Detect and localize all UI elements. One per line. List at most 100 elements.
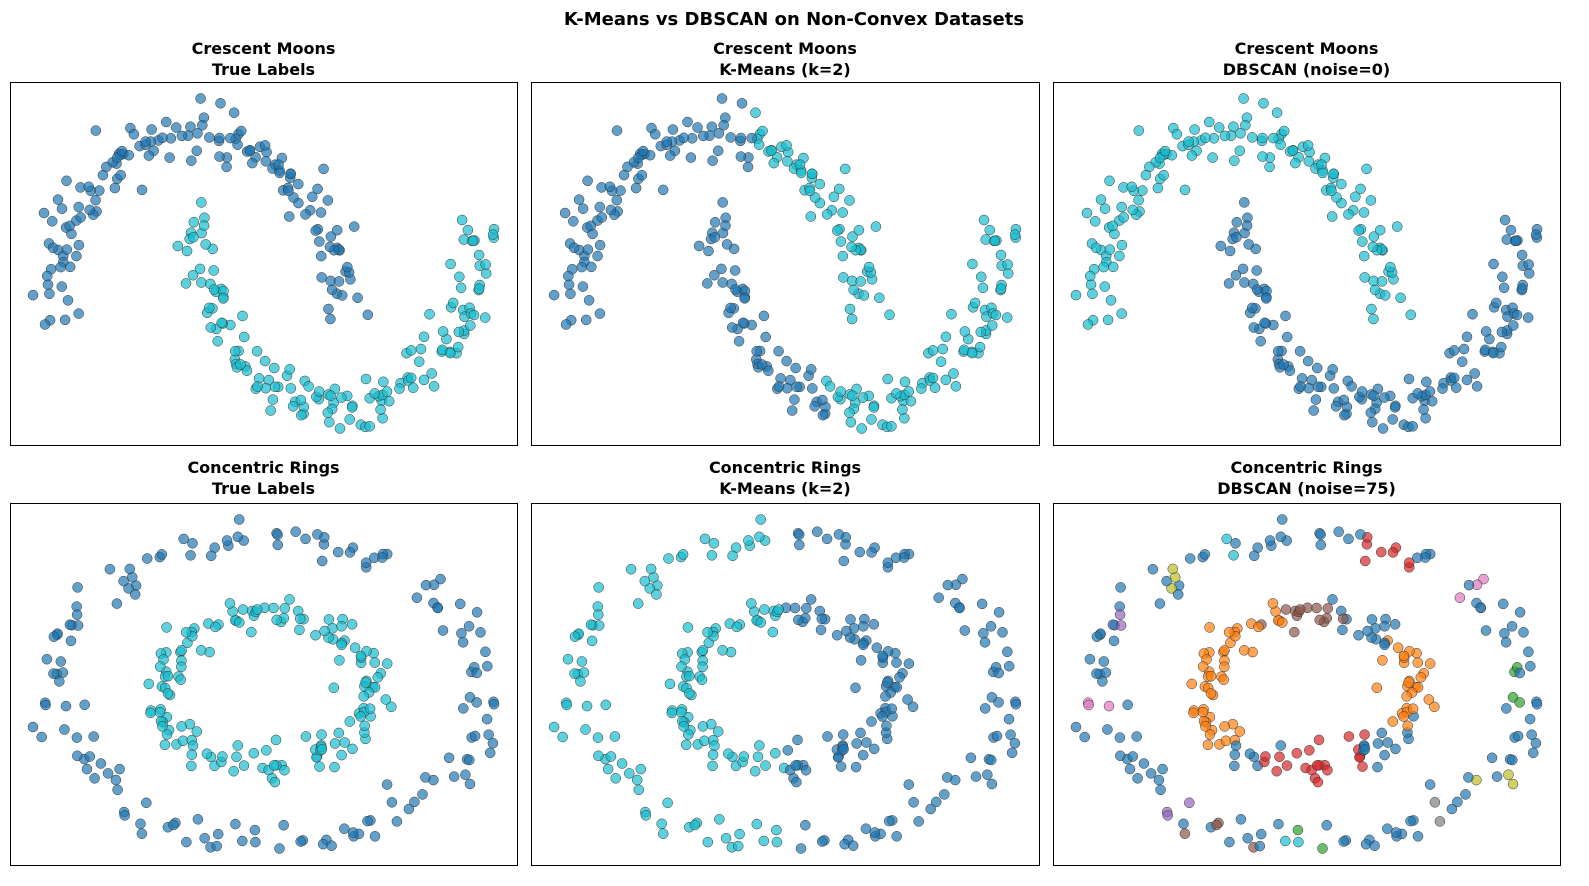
- scatter-point: [1084, 653, 1096, 665]
- scatter-point: [858, 639, 869, 651]
- scatter-point: [1382, 823, 1393, 834]
- scatter-point: [428, 381, 440, 392]
- scatter-point: [241, 365, 253, 376]
- scatter-point: [456, 628, 467, 639]
- scatter-point: [903, 386, 915, 397]
- scatter-point: [71, 250, 82, 262]
- scatter-point: [1326, 185, 1337, 197]
- scatter-point: [1002, 646, 1013, 658]
- scatter-point: [1103, 700, 1115, 712]
- scatter-point: [1486, 752, 1498, 764]
- scatter-point: [1218, 674, 1229, 685]
- scatter-point: [48, 668, 59, 679]
- scatter-point: [1423, 694, 1435, 705]
- scatter-point: [1204, 622, 1215, 633]
- scatter-point: [882, 677, 893, 688]
- scatter-point: [57, 667, 69, 678]
- scatter-point: [635, 763, 647, 775]
- subplot-title-line2: K-Means (k=2): [719, 60, 851, 79]
- scatter-point: [195, 93, 206, 104]
- scatter-point: [755, 514, 766, 525]
- scatter-point: [204, 132, 215, 143]
- scatter-point: [707, 155, 718, 166]
- scatter-point: [866, 414, 877, 425]
- scatter-point: [835, 761, 847, 772]
- scatter-point: [1480, 625, 1492, 636]
- scatter-point: [1147, 563, 1159, 575]
- scatter-point: [39, 319, 51, 330]
- scatter-point: [709, 740, 720, 751]
- scatter-point: [1488, 258, 1499, 270]
- scatter-point: [855, 655, 867, 666]
- scatter-point: [743, 535, 754, 546]
- scatter-point: [676, 661, 687, 672]
- scatter-point: [229, 345, 241, 357]
- scatter-point: [329, 738, 341, 749]
- scatter-point: [995, 249, 1007, 261]
- scatter-point: [837, 729, 849, 740]
- scatter-point: [1463, 772, 1474, 783]
- scatter-point: [1231, 216, 1243, 228]
- scatter-point: [706, 550, 718, 561]
- scatter-point: [667, 124, 679, 135]
- scatter-point: [1328, 168, 1339, 180]
- scatter-point: [716, 263, 727, 275]
- scatter-point: [1338, 394, 1350, 406]
- scatter-point: [279, 603, 291, 614]
- scatter-point: [699, 533, 711, 545]
- scatter-point: [837, 207, 848, 218]
- scatter-point: [116, 145, 128, 157]
- scatter-point: [995, 283, 1007, 294]
- scatter-point: [347, 827, 359, 838]
- scatter-point: [1405, 309, 1417, 321]
- scatter-point: [177, 735, 189, 747]
- scatter-point: [637, 145, 649, 157]
- scatter-point: [639, 575, 651, 587]
- scatter-point: [846, 241, 857, 253]
- scatter-point: [1377, 423, 1389, 434]
- scatter-point: [325, 313, 336, 325]
- scatter-point: [62, 295, 74, 306]
- scatter-point: [191, 726, 203, 737]
- scatter-point: [822, 731, 833, 742]
- scatter-point: [1254, 840, 1266, 852]
- scatter-point: [1315, 539, 1327, 551]
- scatter-point: [586, 261, 597, 273]
- scatter-point: [154, 706, 166, 718]
- scatter-point: [437, 625, 449, 636]
- scatter-point: [407, 382, 419, 393]
- scatter-point: [313, 386, 325, 397]
- scatter-point: [1229, 749, 1241, 760]
- scatter-point: [437, 326, 449, 337]
- scatter-point: [773, 381, 785, 392]
- scatter-point: [759, 604, 770, 615]
- scatter-point: [976, 598, 988, 610]
- scatter-point: [1293, 836, 1304, 848]
- scatter-point: [568, 216, 579, 227]
- scatter-point: [1391, 221, 1403, 232]
- scatter-point: [940, 331, 952, 343]
- scatter-point: [941, 772, 953, 783]
- scatter-point: [1215, 240, 1227, 252]
- scatter-point: [463, 621, 475, 632]
- scatter-point: [1495, 341, 1507, 353]
- scatter-point: [709, 216, 721, 228]
- scatter-point: [1259, 317, 1270, 329]
- scatter-point: [950, 381, 962, 392]
- scatter-point: [1243, 239, 1254, 250]
- scatter-point: [959, 326, 971, 337]
- scatter-point: [40, 699, 51, 711]
- scatter-point: [738, 751, 750, 762]
- scatter-point: [269, 776, 281, 788]
- scatter-point: [232, 740, 244, 751]
- scatter-point: [755, 617, 767, 628]
- scatter-point: [394, 383, 405, 394]
- scatter-point: [717, 277, 728, 288]
- scatter-point: [845, 614, 856, 625]
- scatter-point: [846, 313, 858, 325]
- scatter-point: [891, 831, 902, 842]
- scatter-point: [1389, 619, 1401, 630]
- scatter-point: [756, 359, 768, 370]
- scatter-point: [420, 772, 431, 783]
- scatter-point: [1275, 139, 1286, 150]
